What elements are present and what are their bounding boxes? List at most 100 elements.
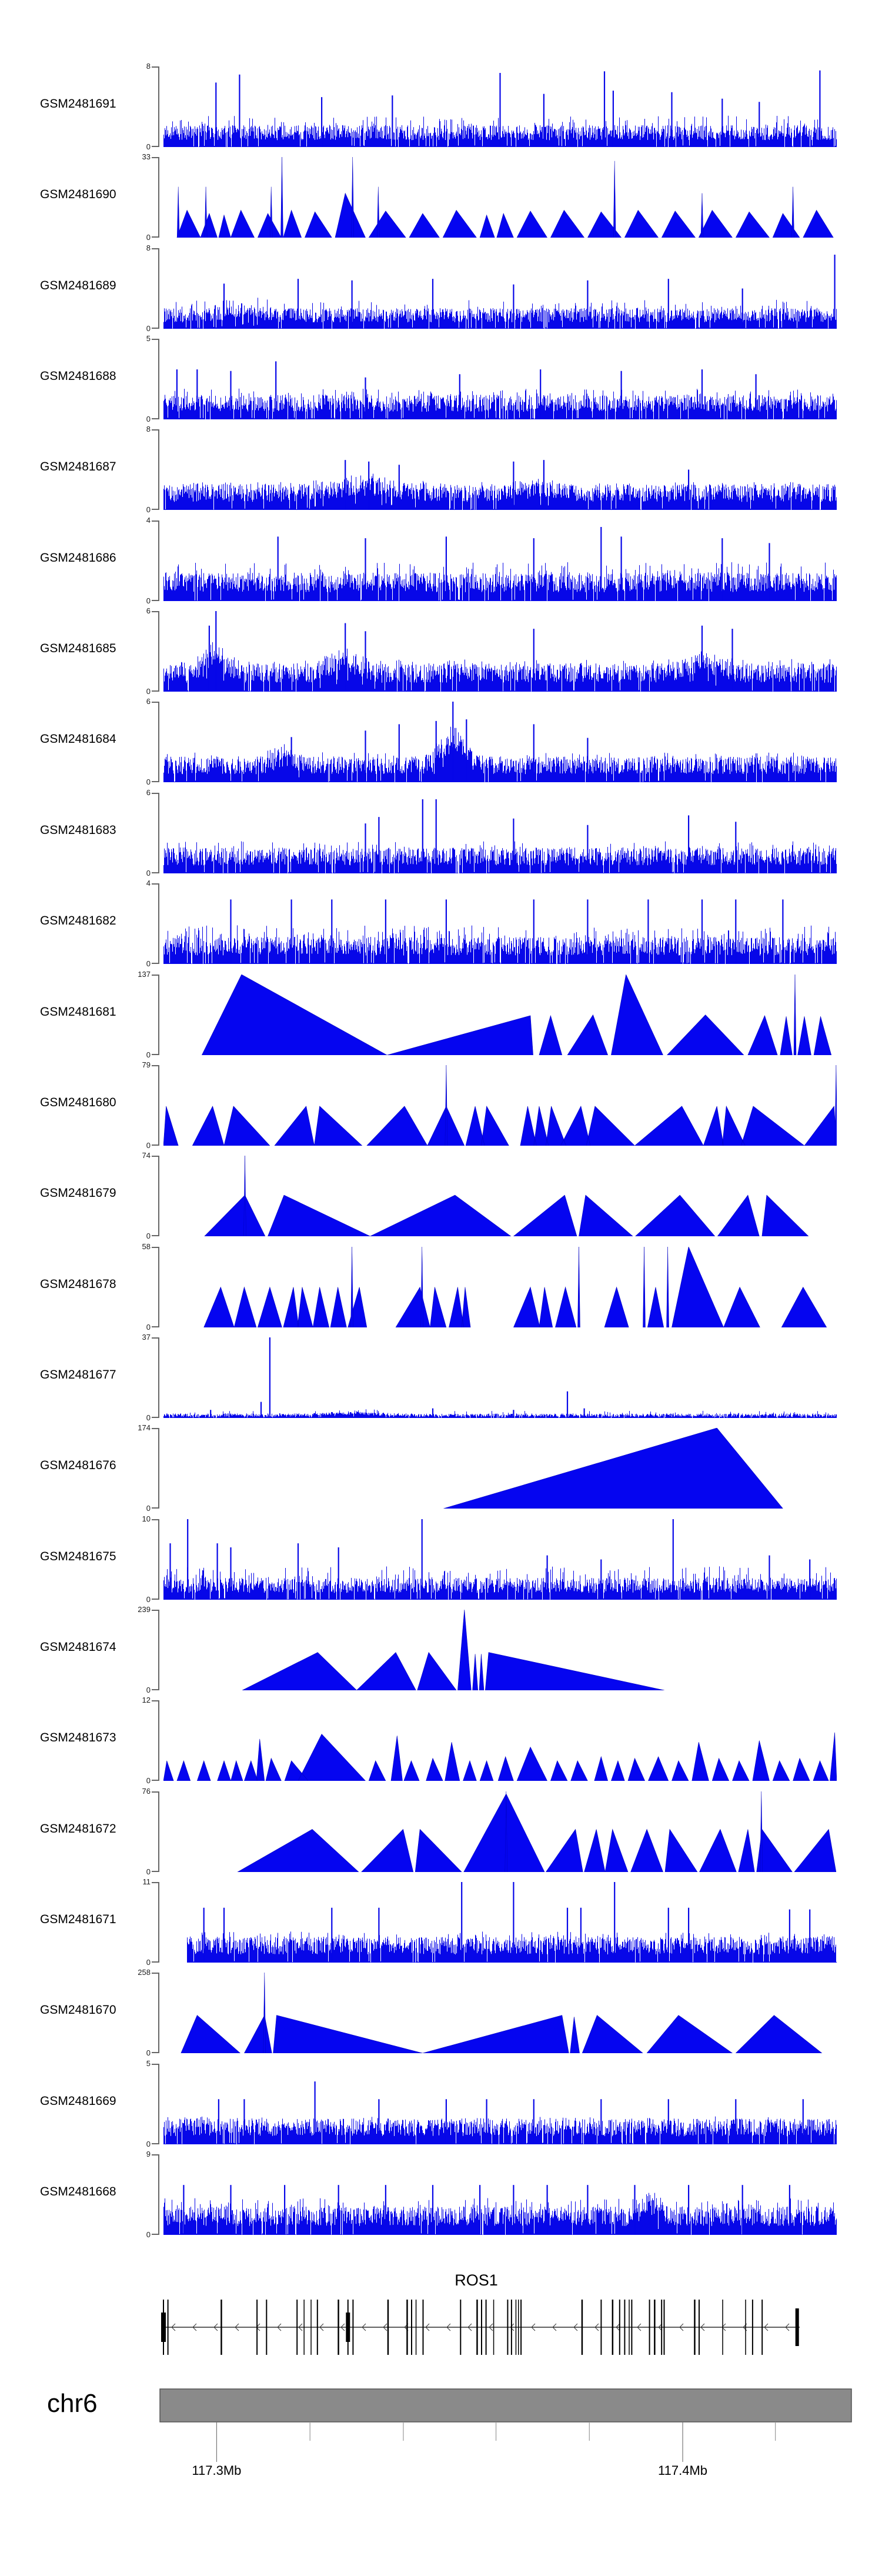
strand-arrow-icon <box>235 2323 239 2331</box>
track-ymin-label: 0 <box>146 233 151 242</box>
track-y-axis <box>158 974 159 1055</box>
exon-mark <box>654 2300 656 2355</box>
track-label: GSM2481674 <box>40 1640 116 1654</box>
exon-mark <box>694 2300 696 2355</box>
track-y-axis <box>158 1973 159 2054</box>
track-y-axis-tick <box>152 1961 159 1963</box>
track-waveform <box>242 1609 664 1690</box>
track-ymin-label: 0 <box>146 687 151 696</box>
exon-mark <box>346 2313 350 2342</box>
track-waveform <box>163 899 837 965</box>
exon-mark <box>415 2300 417 2355</box>
track-waveform <box>163 1733 837 1781</box>
track-y-axis-tick <box>152 1053 159 1055</box>
chromosome-ideogram-track <box>159 2388 852 2462</box>
exon-mark <box>460 2300 462 2355</box>
track-y-axis-tick <box>152 1882 159 1883</box>
exon-mark <box>722 2300 723 2355</box>
strand-arrow-icon <box>637 2323 642 2331</box>
track-y-axis-tick <box>152 2052 159 2054</box>
track-ymax-label: 33 <box>142 152 151 162</box>
track-ymax-label: 5 <box>146 2058 151 2068</box>
exon-mark <box>406 2300 408 2355</box>
track-waveform <box>163 460 837 510</box>
exon-mark <box>303 2300 305 2355</box>
track-ymax-label: 137 <box>138 969 151 979</box>
track-label: GSM2481683 <box>40 823 116 837</box>
exon-mark <box>411 2300 412 2355</box>
track-label: GSM2481686 <box>40 550 116 565</box>
track-label: GSM2481681 <box>40 1005 116 1019</box>
track-waveform <box>163 1519 837 1600</box>
track-y-axis-tick <box>152 509 159 510</box>
track-y-axis-tick <box>152 781 159 783</box>
track-label: GSM2481682 <box>40 914 116 928</box>
strand-arrow-icon <box>298 2323 303 2331</box>
track-y-axis-tick <box>152 327 159 329</box>
track-y-axis <box>158 1246 159 1327</box>
track-y-axis-tick <box>152 1598 159 1600</box>
exon-mark <box>581 2300 583 2355</box>
track-y-axis-tick <box>152 1416 159 1418</box>
gene-model-track <box>161 2300 800 2355</box>
track-ymax-label: 4 <box>146 515 151 525</box>
exon-mark <box>649 2300 650 2355</box>
track-y-axis-tick <box>152 1689 159 1690</box>
track-label: GSM2481670 <box>40 2003 116 2017</box>
strand-arrow-icon <box>319 2323 324 2331</box>
exon-mark <box>510 2300 512 2355</box>
track-y-axis <box>158 702 159 783</box>
exon-mark <box>631 2300 633 2355</box>
track-ymax-label: 6 <box>146 697 151 706</box>
track-y-axis <box>158 1609 159 1690</box>
exon-mark <box>612 2300 614 2355</box>
strand-arrow-icon <box>383 2323 387 2331</box>
strand-arrow-icon <box>721 2323 726 2331</box>
track-ymax-label: 174 <box>138 1423 151 1433</box>
track-y-axis-tick <box>152 690 159 692</box>
track-label: GSM2481690 <box>40 188 116 202</box>
strand-arrow-icon <box>785 2323 790 2331</box>
track-y-axis <box>158 1700 159 1781</box>
strand-arrow-icon <box>764 2323 769 2331</box>
track-waveform <box>204 1156 809 1237</box>
track-label: GSM2481675 <box>40 1549 116 1563</box>
track-y-axis-tick <box>152 1700 159 1702</box>
track-y-axis-tick <box>152 248 159 249</box>
strand-arrow-icon <box>425 2323 430 2331</box>
exon-mark <box>316 2300 318 2355</box>
track-waveform <box>163 611 837 692</box>
strand-arrow-icon <box>658 2323 663 2331</box>
exon-mark <box>619 2300 620 2355</box>
strand-arrow-icon <box>616 2323 620 2331</box>
exon-mark <box>507 2300 509 2355</box>
track-label: GSM2481668 <box>40 2185 116 2199</box>
track-ymax-label: 258 <box>138 1968 151 1977</box>
track-y-axis-tick <box>152 1246 159 1248</box>
strand-arrow-icon <box>573 2323 578 2331</box>
exon-mark <box>266 2300 268 2355</box>
exon-mark <box>310 2300 312 2355</box>
track-waveform <box>163 702 837 783</box>
track-y-axis-tick <box>152 702 159 703</box>
strand-arrow-icon <box>213 2323 218 2331</box>
track-y-axis <box>158 339 159 420</box>
track-waveform <box>187 1882 837 1963</box>
track-y-axis <box>158 1791 159 1872</box>
exon-mark <box>515 2300 517 2355</box>
exon-mark <box>624 2300 626 2355</box>
track-ymax-label: 9 <box>146 2150 151 2159</box>
track-y-axis <box>158 611 159 692</box>
track-ymax-label: 11 <box>142 1877 151 1886</box>
track-ymin-label: 0 <box>146 323 151 333</box>
axis-tick-label: 117.4Mb <box>658 2463 708 2478</box>
strand-arrow-icon <box>489 2323 493 2331</box>
track-waveform <box>163 1065 837 1146</box>
track-ymax-label: 12 <box>142 1696 151 1705</box>
exon-mark <box>161 2313 166 2342</box>
strand-arrow-icon <box>467 2323 472 2331</box>
track-label: GSM2481678 <box>40 1277 116 1291</box>
strand-arrow-icon <box>362 2323 366 2331</box>
strand-arrow-icon <box>552 2323 557 2331</box>
